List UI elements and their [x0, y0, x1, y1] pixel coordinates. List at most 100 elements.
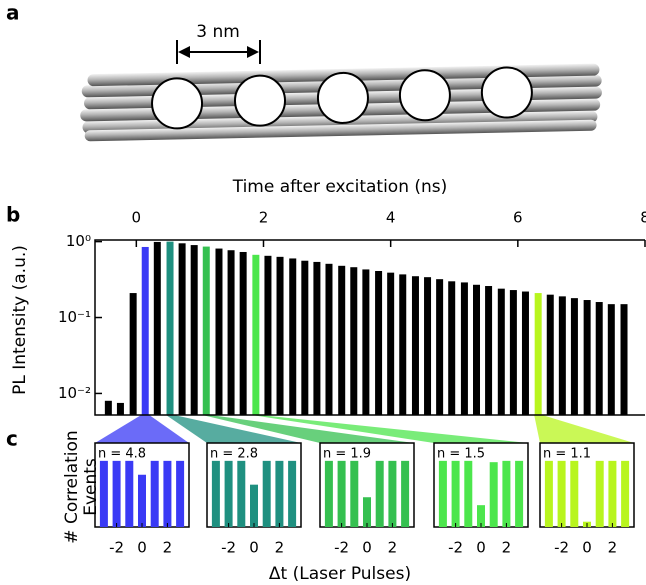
bar — [489, 462, 498, 527]
axis-frame — [94, 239, 645, 416]
connector — [202, 415, 414, 443]
connector — [534, 415, 634, 443]
bar — [350, 267, 358, 415]
bar — [473, 284, 481, 415]
bar — [583, 300, 591, 415]
bar — [237, 460, 246, 527]
x-tick-label: -2 — [109, 539, 124, 557]
bar — [595, 460, 604, 527]
bar — [451, 460, 460, 527]
y-axis-title: PL Intensity (a.u.) — [10, 245, 30, 395]
bar — [546, 294, 554, 415]
x-tick-label: -2 — [221, 539, 236, 557]
panel-label: c — [6, 427, 18, 451]
bar — [515, 460, 524, 527]
x-tick-label: -2 — [554, 539, 569, 557]
bar — [363, 497, 371, 527]
inset-annotation: n = 1.5 — [437, 447, 485, 462]
bar — [350, 460, 359, 527]
bar — [227, 250, 235, 415]
bar — [460, 282, 468, 415]
bar — [262, 460, 271, 527]
bar — [264, 255, 272, 415]
bar — [276, 256, 284, 415]
bar — [388, 460, 397, 527]
bar — [375, 271, 383, 415]
bar — [116, 402, 124, 415]
bar — [129, 293, 137, 415]
bar — [141, 246, 149, 415]
x-tick-label: -2 — [448, 539, 463, 557]
bar — [215, 248, 223, 415]
y-tick-label: 10⁰ — [66, 232, 91, 250]
bar — [595, 302, 603, 415]
bar — [289, 258, 297, 415]
x-tick-label: 8 — [640, 209, 646, 227]
inset-annotation: n = 2.8 — [210, 447, 258, 462]
bar — [125, 460, 134, 527]
bar — [239, 251, 247, 415]
bar — [607, 304, 615, 415]
x-tick-label: 2 — [275, 539, 285, 557]
bar — [224, 460, 233, 527]
x-tick-label: 2 — [388, 539, 398, 557]
inset-annotation: n = 1.9 — [323, 447, 371, 462]
bar — [190, 245, 198, 415]
x-tick-label: 2 — [608, 539, 618, 557]
bar — [570, 298, 578, 415]
bar — [436, 279, 444, 415]
bar — [477, 505, 485, 527]
bar — [288, 460, 297, 527]
bar — [401, 460, 410, 527]
bar — [497, 288, 505, 415]
x-tick-label: 0 — [476, 539, 486, 557]
scale-label: 3 nm — [196, 22, 240, 42]
bar — [558, 296, 566, 415]
bar — [502, 460, 511, 527]
inset-annotation: n = 4.8 — [98, 447, 146, 462]
bar — [176, 460, 185, 527]
y-axis-title: # Correlation — [62, 430, 82, 543]
bar — [202, 246, 210, 415]
x-tick-label: 0 — [362, 539, 372, 557]
bar — [521, 291, 529, 415]
connector — [95, 415, 189, 443]
connector — [166, 415, 301, 443]
bar — [544, 460, 553, 527]
nanotube-schematic — [80, 63, 602, 142]
bar — [313, 261, 321, 415]
bar — [150, 460, 159, 527]
bar — [509, 290, 517, 415]
bar — [362, 269, 370, 415]
bar — [438, 460, 447, 527]
bar — [337, 460, 346, 527]
bar — [557, 460, 566, 527]
bar — [275, 460, 284, 527]
bar — [620, 304, 628, 415]
x-tick-label: 0 — [582, 539, 592, 557]
bar — [211, 460, 220, 527]
bar — [178, 243, 186, 415]
bar — [112, 460, 121, 527]
bar — [338, 265, 346, 415]
y-tick-label: 10⁻² — [58, 384, 91, 402]
x-tick-label: 0 — [132, 209, 142, 227]
x-tick-label: 2 — [259, 209, 269, 227]
bar — [252, 254, 260, 415]
y-tick-label: 10⁻¹ — [58, 308, 91, 326]
bar — [387, 272, 395, 415]
bar — [399, 274, 407, 415]
x-tick-label: 6 — [513, 209, 523, 227]
bar — [166, 241, 174, 415]
x-axis-title: Time after excitation (ns) — [232, 177, 448, 197]
bar — [324, 460, 333, 527]
x-tick-label: 4 — [386, 209, 396, 227]
bar — [485, 286, 493, 415]
bar — [250, 484, 258, 527]
bar — [621, 460, 630, 527]
bar — [153, 241, 161, 415]
x-tick-label: 2 — [502, 539, 512, 557]
bar — [570, 460, 579, 527]
